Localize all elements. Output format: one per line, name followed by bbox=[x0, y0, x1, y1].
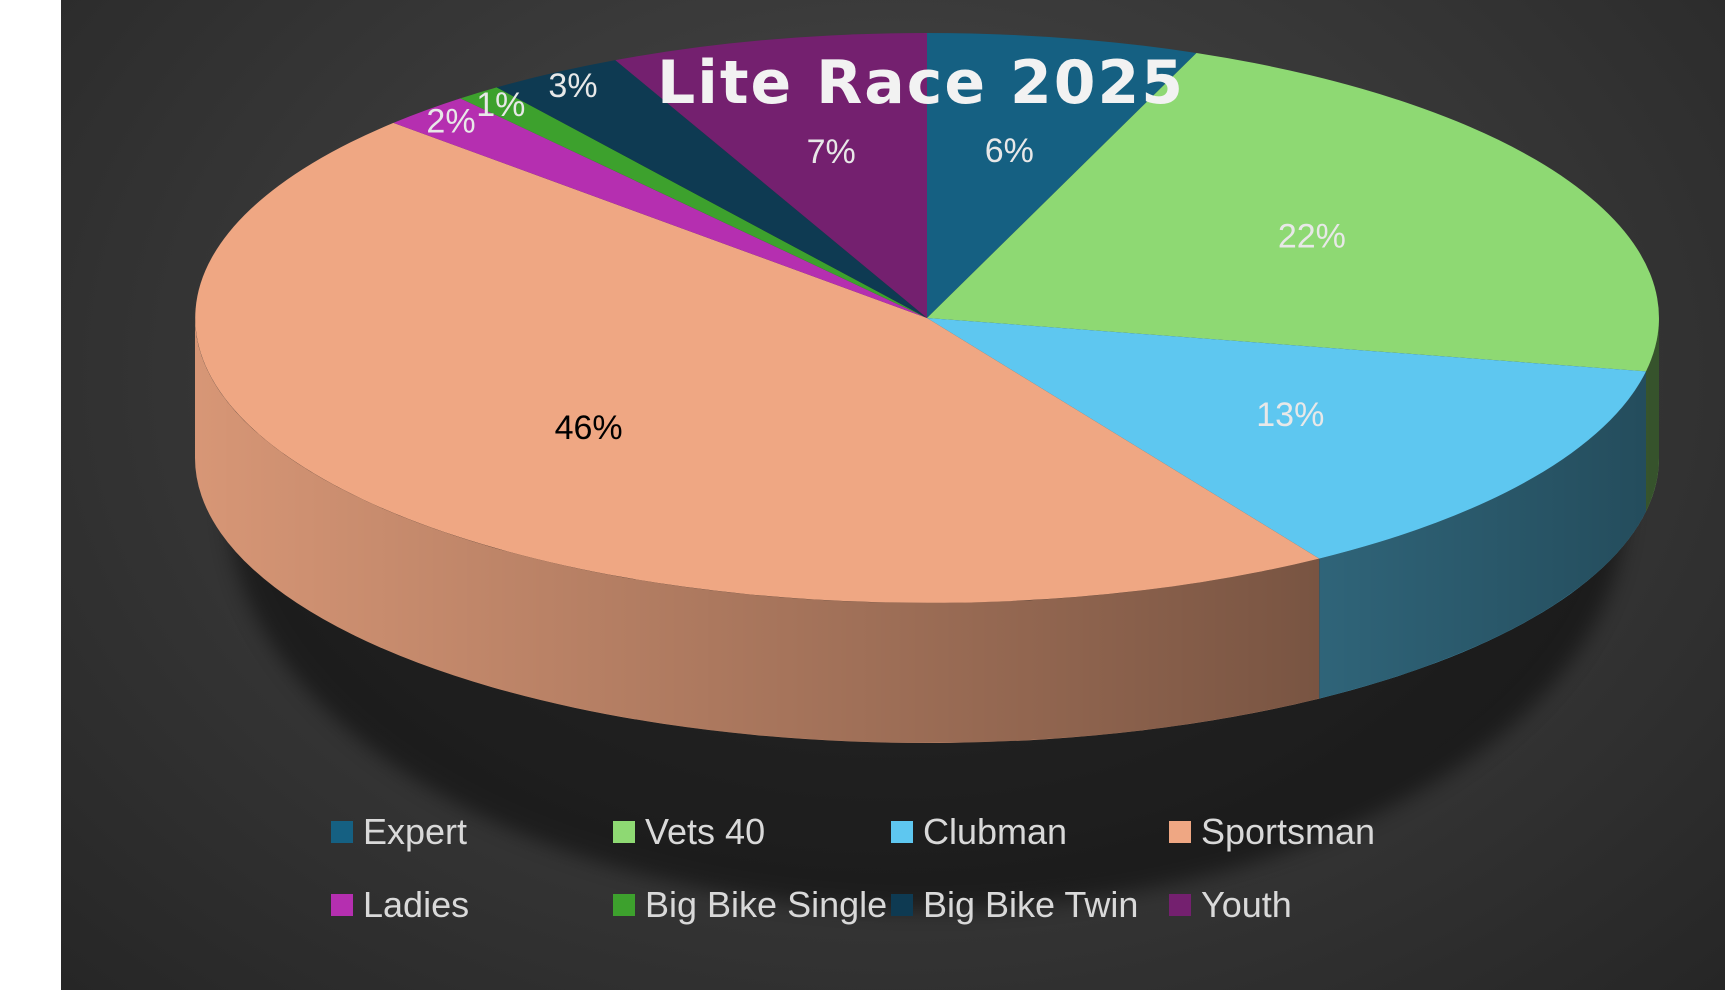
chart-area: 6% 22% 13% 46% 2% 1% 3% 7% Lite Race 2025 Exper… bbox=[61, 0, 1725, 990]
pie-slice-ladies bbox=[393, 98, 927, 319]
data-label-clubman: 13% bbox=[1256, 396, 1324, 434]
pie-slice-vets-40 bbox=[927, 53, 1659, 372]
pie-slice-youth bbox=[615, 32, 927, 318]
pie-chart: 6% 22% 13% 46% 2% 1% 3% 7% Lite Race 2025 bbox=[195, 32, 1659, 910]
pie-slice-big-bike-single bbox=[460, 87, 927, 319]
chart-title: Lite Race 2025 bbox=[657, 48, 1185, 118]
data-label-big-bike-single: 1% bbox=[476, 86, 525, 124]
pie-slice-clubman bbox=[927, 318, 1646, 559]
data-label-ladies: 2% bbox=[426, 103, 475, 141]
pie-side-shading bbox=[195, 318, 1659, 743]
data-label-sportsman: 46% bbox=[555, 409, 623, 447]
pie-slice-big-bike-twin bbox=[496, 60, 927, 318]
data-label-vets-40: 22% bbox=[1278, 218, 1346, 256]
pie-slice-sportsman bbox=[195, 122, 1320, 603]
data-label-youth: 7% bbox=[807, 133, 856, 171]
data-label-big-bike-twin: 3% bbox=[548, 67, 597, 105]
pie-slice-expert bbox=[927, 32, 1197, 318]
data-label-expert: 6% bbox=[985, 132, 1034, 170]
